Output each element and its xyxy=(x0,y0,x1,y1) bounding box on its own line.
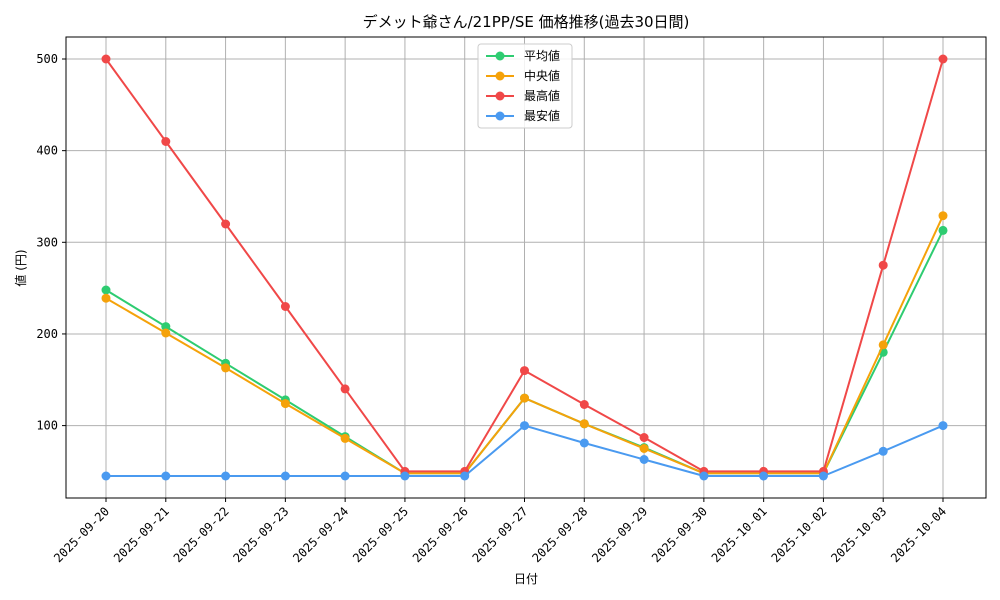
data-point xyxy=(340,471,350,481)
data-point xyxy=(938,211,948,221)
data-point xyxy=(101,471,111,481)
y-tick-label: 200 xyxy=(36,327,58,341)
legend-marker xyxy=(495,51,505,61)
y-tick-label: 100 xyxy=(36,419,58,433)
data-point xyxy=(878,446,888,456)
data-point xyxy=(221,363,231,373)
y-tick-label: 300 xyxy=(36,235,58,249)
series-3 xyxy=(101,54,948,476)
data-point xyxy=(520,393,529,403)
data-point xyxy=(639,455,649,464)
data-point xyxy=(699,471,709,481)
legend-label: 中央値 xyxy=(524,68,560,83)
data-point xyxy=(161,328,171,338)
data-point xyxy=(280,399,290,409)
data-point xyxy=(759,471,769,481)
data-point xyxy=(340,433,350,443)
data-point xyxy=(639,444,649,453)
data-point xyxy=(520,366,529,376)
data-point xyxy=(938,225,948,235)
data-point xyxy=(340,384,350,394)
data-point xyxy=(161,471,171,481)
legend-marker xyxy=(495,111,505,121)
plot-frame xyxy=(65,36,987,499)
data-point xyxy=(520,421,529,431)
chart-title: デメット爺さん/21PP/SE 価格推移(過去30日間) xyxy=(363,13,690,31)
data-point xyxy=(221,219,231,229)
legend-label: 最高値 xyxy=(524,88,560,103)
data-point xyxy=(101,54,111,64)
data-point xyxy=(280,302,290,311)
data-point xyxy=(221,471,231,481)
data-point xyxy=(400,471,410,481)
data-point xyxy=(579,400,589,409)
data-point xyxy=(280,471,290,481)
data-point xyxy=(818,471,828,481)
data-point xyxy=(878,260,888,270)
y-axis-title: 値 (円) xyxy=(13,249,28,286)
y-tick-label: 400 xyxy=(36,144,58,158)
data-point xyxy=(938,54,948,64)
data-point xyxy=(579,438,589,448)
legend-marker xyxy=(495,71,505,81)
data-point xyxy=(101,293,111,303)
series-4 xyxy=(101,421,948,481)
data-point xyxy=(938,421,948,431)
data-point xyxy=(878,340,888,350)
data-point xyxy=(101,285,111,295)
legend-label: 最安値 xyxy=(524,108,560,123)
data-point xyxy=(161,322,171,332)
series xyxy=(101,54,948,481)
y-tick-label: 500 xyxy=(36,52,58,66)
legend-label: 平均値 xyxy=(524,48,560,63)
x-axis-title: 日付 xyxy=(514,572,538,586)
data-point xyxy=(460,471,470,481)
legend-marker xyxy=(495,91,505,101)
data-point xyxy=(639,433,649,442)
data-point xyxy=(161,137,171,146)
legend-box xyxy=(477,43,573,129)
data-point xyxy=(579,419,589,429)
